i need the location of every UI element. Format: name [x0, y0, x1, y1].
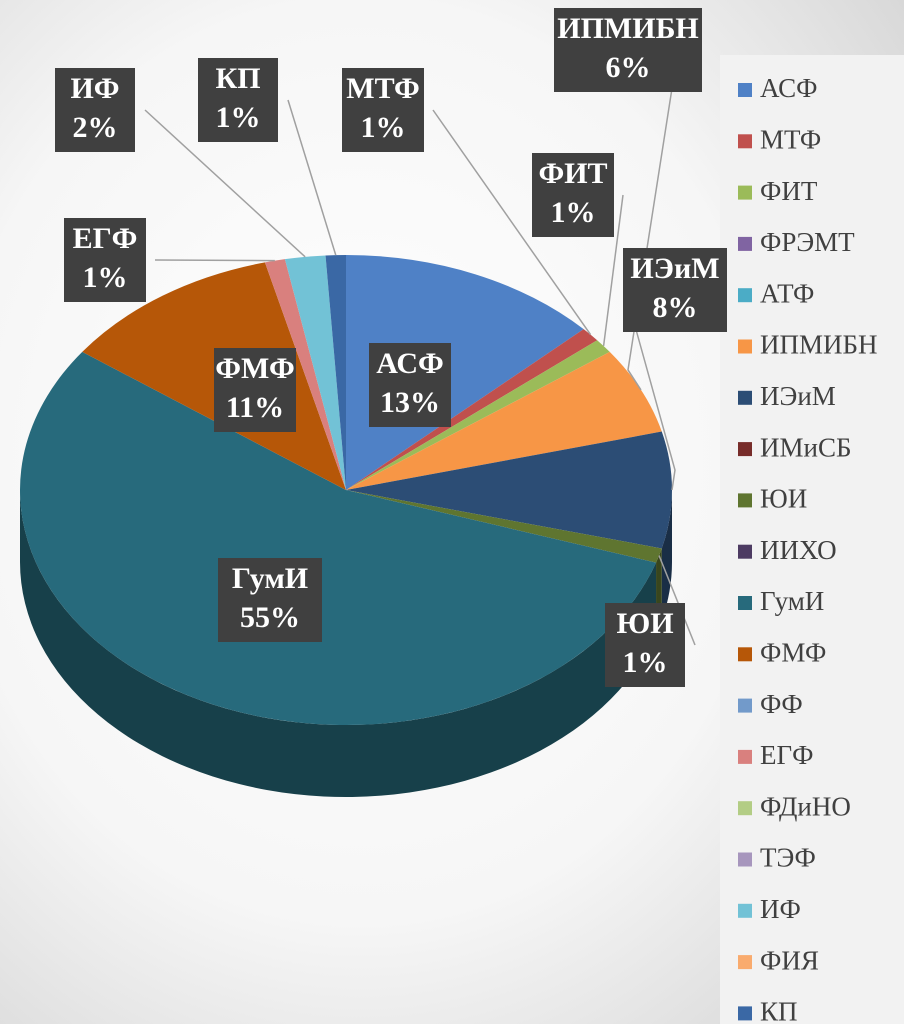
label-name: ФИТ — [538, 157, 607, 190]
legend-swatch — [738, 955, 752, 970]
legend-label: ФДиНО — [760, 791, 851, 821]
legend-swatch — [738, 83, 752, 97]
legend-label: ИПМИБН — [760, 330, 878, 360]
label-box — [55, 68, 135, 152]
legend-label: КП — [760, 997, 798, 1024]
label-name: ИПМИБН — [557, 12, 699, 45]
legend-swatch — [738, 442, 752, 457]
label-value: 11% — [226, 391, 284, 424]
legend-swatch — [738, 493, 752, 508]
label-box — [369, 343, 451, 427]
legend-label: ИФ — [760, 894, 801, 924]
label-value: 1% — [361, 111, 406, 144]
legend-label: ИМиСБ — [760, 432, 851, 462]
leader-line — [154, 259, 275, 262]
slice — [346, 340, 610, 490]
label-value: 8% — [653, 291, 698, 324]
label-name: ИФ — [70, 72, 119, 105]
label-box — [214, 348, 296, 432]
label-box — [554, 8, 702, 92]
label-box — [198, 58, 278, 142]
label-name: ЮИ — [616, 607, 673, 640]
legend-swatch — [738, 390, 752, 405]
leader-line — [624, 289, 676, 491]
label-value: 13% — [380, 386, 440, 419]
label-box — [532, 153, 614, 237]
legend-swatch — [738, 544, 752, 559]
legend-label: ФИТ — [760, 176, 818, 206]
label-value: 1% — [623, 646, 668, 679]
slice — [346, 431, 673, 549]
slice — [346, 490, 662, 563]
label-name: ФМФ — [215, 352, 294, 385]
leader-line — [658, 555, 696, 646]
legend-label: ГумИ — [760, 586, 824, 616]
legend-label: АСФ — [760, 73, 818, 103]
legend-label: ФМФ — [760, 638, 826, 668]
slice-side — [20, 490, 657, 797]
label-name: МТФ — [346, 72, 419, 105]
label-box — [623, 248, 727, 332]
legend-swatch — [738, 647, 752, 662]
legend: АСФ МТФ ФИТ ФРЭМТ АТФ ИПМИБН ИЭиМ ИМиСБ ЮИ ИИХО Гу… — [738, 73, 878, 1027]
legend-label: ФФ — [760, 689, 803, 719]
label-box — [218, 558, 322, 642]
legend-swatch — [738, 236, 752, 251]
legend-swatch — [738, 749, 752, 764]
label-name: ЕГФ — [73, 222, 138, 255]
legend-label: АТФ — [760, 278, 814, 308]
label-name: ИЭиМ — [630, 252, 719, 285]
label-value: 1% — [551, 196, 596, 229]
legend-swatch — [738, 852, 752, 867]
label-box — [342, 68, 424, 152]
leader-line — [627, 49, 679, 391]
pie-tops — [19, 255, 673, 725]
legend-swatch — [738, 339, 752, 354]
label-value: 1% — [216, 101, 261, 134]
data-labels: АСФ 13% МТФ 1% ФИТ 1% ИПМИБН 6% ИЭиМ 8% ЮИ 1% ГумИ 55… — [55, 8, 727, 687]
legend-label: ТЭФ — [760, 843, 816, 873]
legend-label: ЕГФ — [760, 740, 813, 770]
legend-swatch — [738, 596, 752, 610]
slice — [284, 255, 346, 490]
legend-swatch — [738, 801, 752, 816]
slice — [264, 259, 346, 490]
legend-label: ИЭиМ — [760, 381, 836, 411]
label-name: ГумИ — [232, 562, 308, 595]
slice — [19, 351, 657, 725]
leader-line — [432, 109, 592, 336]
leader-line — [287, 99, 337, 256]
slice — [346, 329, 598, 490]
legend-swatch — [738, 1006, 752, 1021]
leader-line — [144, 109, 306, 258]
legend-swatch — [738, 288, 752, 303]
slice-side — [661, 490, 672, 621]
legend-swatch — [738, 134, 752, 149]
legend-swatch — [738, 185, 752, 200]
legend-label: ФРЭМТ — [760, 227, 855, 257]
label-value: 2% — [73, 111, 118, 144]
label-value: 55% — [240, 601, 300, 634]
leader-line — [602, 194, 624, 347]
label-name: КП — [215, 62, 260, 95]
legend-label: ЮИ — [760, 484, 807, 514]
label-value: 6% — [606, 51, 651, 84]
label-value: 1% — [83, 261, 128, 294]
legend-label: МТФ — [760, 125, 821, 155]
label-name: АСФ — [376, 347, 444, 380]
label-box — [605, 603, 685, 687]
legend-label: ИИХО — [760, 535, 837, 565]
label-box — [64, 218, 146, 302]
legend-label: ФИЯ — [760, 945, 819, 975]
legend-swatch — [738, 903, 752, 918]
legend-swatch — [738, 698, 752, 713]
slice — [346, 351, 662, 490]
slice — [346, 255, 584, 490]
slice — [325, 255, 346, 490]
